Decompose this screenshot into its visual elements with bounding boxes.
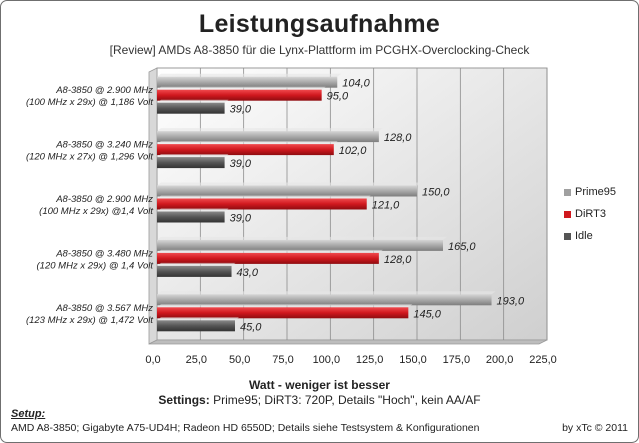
bar-top-prime95 — [157, 291, 496, 295]
bar-top-prime95 — [157, 128, 383, 132]
x-tick-label: 75,0 — [272, 354, 293, 366]
value-label-idle: 43,0 — [237, 267, 259, 279]
category-label: (120 MHz x 27x) @ 1,296 Volt — [26, 152, 153, 163]
bar-idle — [157, 265, 232, 277]
value-label-dirt3: 145,0 — [413, 308, 441, 320]
value-label-dirt3: 121,0 — [372, 200, 400, 212]
value-label-idle: 39,0 — [230, 158, 252, 170]
bar-top-dirt3 — [157, 249, 383, 253]
plot-floor — [148, 339, 548, 345]
bar-top-prime95 — [157, 182, 421, 186]
x-tick-label: 50,0 — [229, 354, 250, 366]
bar-dirt3 — [157, 144, 334, 156]
bar-dirt3 — [157, 252, 379, 264]
category-label: A8-3850 @ 2.900 MHz — [55, 85, 153, 96]
legend-swatch-idle — [564, 232, 571, 240]
settings-text: Prime95; DiRT3: 720P, Details "Hoch", ke… — [209, 393, 481, 407]
bar-prime95 — [157, 185, 417, 197]
bar-prime95 — [157, 294, 492, 306]
value-label-dirt3: 95,0 — [327, 91, 349, 103]
legend-label-dirt3: DiRT3 — [575, 208, 606, 220]
bar-prime95 — [157, 76, 338, 88]
x-tick-label: 225,0 — [529, 354, 557, 366]
value-label-idle: 39,0 — [230, 213, 252, 225]
bar-top-prime95 — [157, 73, 342, 77]
x-tick-label: 0,0 — [145, 354, 160, 366]
bar-top-idle — [157, 208, 229, 212]
value-label-dirt3: 128,0 — [384, 254, 412, 266]
legend-swatch-prime95 — [564, 188, 571, 196]
category-label: (120 MHz x 29x) @ 1,4 Volt — [37, 260, 154, 271]
bar-idle — [157, 157, 225, 169]
x-tick-label: 125,0 — [356, 354, 384, 366]
bar-top-idle — [157, 154, 229, 158]
chart-subtitle: [Review] AMDs A8-3850 für die Lynx-Platt… — [109, 43, 530, 57]
category-label: A8-3850 @ 2.900 MHz — [55, 194, 153, 205]
bar-dirt3 — [157, 307, 409, 319]
bar-prime95 — [157, 239, 443, 251]
settings-line: Settings: Prime95; DiRT3: 720P, Details … — [1, 393, 638, 407]
legend-swatch-dirt3 — [564, 210, 571, 218]
bar-top-idle — [157, 317, 239, 321]
x-axis-title: Watt - weniger ist besser — [249, 378, 390, 392]
x-tick-label: 175,0 — [443, 354, 471, 366]
value-label-prime95: 104,0 — [342, 78, 370, 90]
value-label-dirt3: 102,0 — [339, 145, 367, 157]
category-label: (100 MHz x 29x) @ 1,186 Volt — [26, 97, 153, 108]
credit: by xTc © 2011 — [562, 422, 628, 434]
value-label-idle: 39,0 — [230, 104, 252, 116]
bar-prime95 — [157, 131, 379, 143]
bar-top-dirt3 — [157, 141, 338, 145]
settings-label: Settings: — [158, 393, 210, 407]
bar-dirt3 — [157, 198, 367, 210]
x-tick-label: 25,0 — [186, 354, 207, 366]
setup-text: AMD A8-3850; Gigabyte A75-UD4H; Radeon H… — [11, 422, 480, 434]
x-tick-label: 200,0 — [486, 354, 514, 366]
category-label: (100 MHz x 29x) @1,4 Volt — [39, 206, 153, 217]
bar-dirt3 — [157, 89, 322, 101]
bar-top-idle — [157, 99, 229, 103]
bar-top-dirt3 — [157, 86, 326, 90]
bar-top-dirt3 — [157, 195, 371, 199]
bar-idle — [157, 211, 225, 223]
value-label-prime95: 165,0 — [448, 241, 476, 253]
chart-title: Leistungsaufnahme — [198, 10, 441, 38]
legend-label-idle: Idle — [575, 230, 593, 242]
legend-item-dirt3: DiRT3 — [564, 203, 616, 225]
x-tick-label: 150,0 — [399, 354, 427, 366]
bar-top-dirt3 — [157, 304, 413, 308]
setup-label: Setup: — [11, 408, 46, 420]
legend: Prime95 DiRT3 Idle — [564, 181, 616, 247]
bar-idle — [157, 102, 225, 114]
legend-item-idle: Idle — [564, 225, 616, 247]
bar-top-idle — [157, 262, 236, 266]
legend-label-prime95: Prime95 — [575, 186, 616, 198]
category-label: A8-3850 @ 3.567 MHz — [55, 303, 153, 314]
value-label-prime95: 150,0 — [422, 187, 450, 199]
bar-top-prime95 — [157, 236, 447, 240]
category-label: A8-3850 @ 3.240 MHz — [55, 140, 153, 151]
value-label-prime95: 128,0 — [384, 132, 412, 144]
x-tick-label: 100,0 — [313, 354, 341, 366]
legend-item-prime95: Prime95 — [564, 181, 616, 203]
category-label: (123 MHz x 29x) @ 1,472 Volt — [26, 315, 153, 326]
value-label-prime95: 193,0 — [497, 295, 525, 307]
bar-idle — [157, 320, 235, 332]
category-label: A8-3850 @ 3.480 MHz — [55, 248, 153, 259]
value-label-idle: 45,0 — [240, 321, 262, 333]
